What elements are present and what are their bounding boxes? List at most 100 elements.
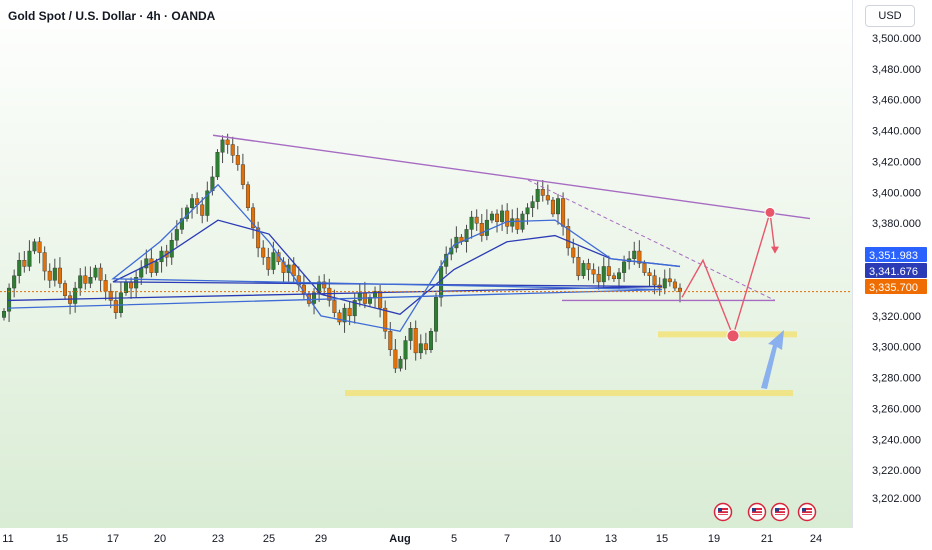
support-zone (345, 390, 793, 397)
us-flag-icon[interactable] (770, 502, 790, 522)
candle-body (662, 278, 667, 289)
candle-body (495, 213, 500, 222)
us-flag-icon[interactable] (713, 502, 733, 522)
candle-body (93, 267, 98, 278)
candle-body (637, 250, 642, 264)
candle-body (576, 256, 581, 276)
candle-body (12, 275, 17, 289)
us-flag-icon[interactable] (797, 502, 817, 522)
price-tick-label: 3,300.000 (872, 342, 921, 354)
candle-body (291, 264, 296, 276)
time-axis[interactable]: 11 15 17 20 23 25 29 Aug 5 7 10 13 15 19 21 24 (2, 533, 822, 545)
candle-body (581, 263, 586, 276)
candle-body (566, 226, 571, 249)
candle-body (591, 269, 596, 275)
candle-body (484, 219, 489, 236)
price-tick-label: 3,202.000 (872, 493, 921, 505)
candle-body (530, 201, 535, 208)
candle-body (88, 277, 93, 284)
chart-background (0, 0, 852, 528)
candle-body (652, 275, 657, 286)
candle-body (561, 198, 566, 227)
flag-stripes (775, 508, 785, 515)
projection-path (681, 212, 771, 339)
price-label: 3,351.983 (865, 247, 927, 262)
candle-body (428, 331, 433, 351)
candle-body (7, 287, 12, 312)
candle-body (215, 152, 220, 178)
price-label-text: 3,351.983 (869, 250, 918, 262)
flag-stripes (718, 508, 728, 515)
candle-body (27, 250, 32, 267)
candle-body (118, 292, 123, 313)
candle-body (98, 267, 103, 281)
flag-stripe (752, 510, 762, 512)
us-flag-icon[interactable] (747, 502, 767, 522)
candle-body (586, 263, 591, 270)
candle-body (235, 155, 240, 165)
price-label: 3,335.700 (865, 279, 927, 294)
time-tick-label: 17 (107, 533, 119, 545)
candle-body (139, 267, 144, 278)
candle-body (245, 184, 250, 208)
price-tick-label: 3,280.000 (872, 373, 921, 385)
moving-averages (7, 183, 681, 333)
flag-canton (718, 508, 722, 512)
ma-fast-line (7, 183, 681, 333)
candle-body (2, 311, 6, 318)
time-tick-label: 10 (549, 533, 561, 545)
flag-stripes (802, 508, 812, 515)
price-tick-label: 3,500.000 (872, 33, 921, 45)
currency-button[interactable]: USD (865, 5, 915, 27)
candle-body (469, 216, 474, 230)
candle-body (113, 300, 118, 313)
candle-body (454, 236, 459, 249)
candle-body (500, 210, 505, 222)
candle-body (129, 281, 134, 289)
candle-body (322, 281, 327, 289)
candle-body (617, 272, 622, 280)
candle-body (337, 312, 342, 323)
candle-body (200, 204, 205, 216)
candle-body (256, 227, 261, 249)
candle-body (479, 223, 484, 236)
price-tick-label: 3,460.000 (872, 95, 921, 107)
time-axis-background (0, 528, 932, 550)
candle-body (606, 266, 611, 276)
candle-body (83, 275, 88, 284)
candle-body (505, 210, 510, 227)
price-labels: 3,351.983 3,341.676 3,335.700 (865, 247, 927, 294)
projection-high-point (764, 206, 776, 218)
candle-body (179, 218, 184, 230)
candle-body (550, 199, 555, 215)
time-tick-label: 21 (761, 533, 773, 545)
candle-body (347, 307, 352, 317)
price-tick-label: 3,240.000 (872, 434, 921, 446)
candle-body (464, 229, 469, 242)
candle-body (205, 190, 210, 216)
price-tick-label: 3,260.000 (872, 403, 921, 415)
candle-body (342, 307, 347, 323)
event-icons (713, 502, 817, 522)
price-axis[interactable]: 3,500.000 3,480.000 3,460.000 3,440.000 3,42… (872, 33, 921, 505)
candle-body (378, 290, 383, 309)
price-label-text: 3,341.676 (869, 266, 918, 278)
candle-body (332, 300, 337, 313)
resistance-trendline (212, 134, 811, 220)
price-tick-label: 3,400.000 (872, 187, 921, 199)
flag-stripe (718, 510, 728, 512)
candle-body (515, 218, 520, 230)
time-tick-label: 15 (56, 533, 68, 545)
candle-body (525, 207, 530, 215)
candle-body (42, 252, 47, 272)
candles (2, 133, 683, 373)
candle-body (174, 229, 179, 241)
flag-stripe (775, 513, 785, 515)
flag-canton (775, 508, 779, 512)
candle-body (32, 241, 37, 252)
candle-body (144, 258, 149, 269)
flag-stripe (802, 510, 812, 512)
candle-body (545, 195, 550, 201)
